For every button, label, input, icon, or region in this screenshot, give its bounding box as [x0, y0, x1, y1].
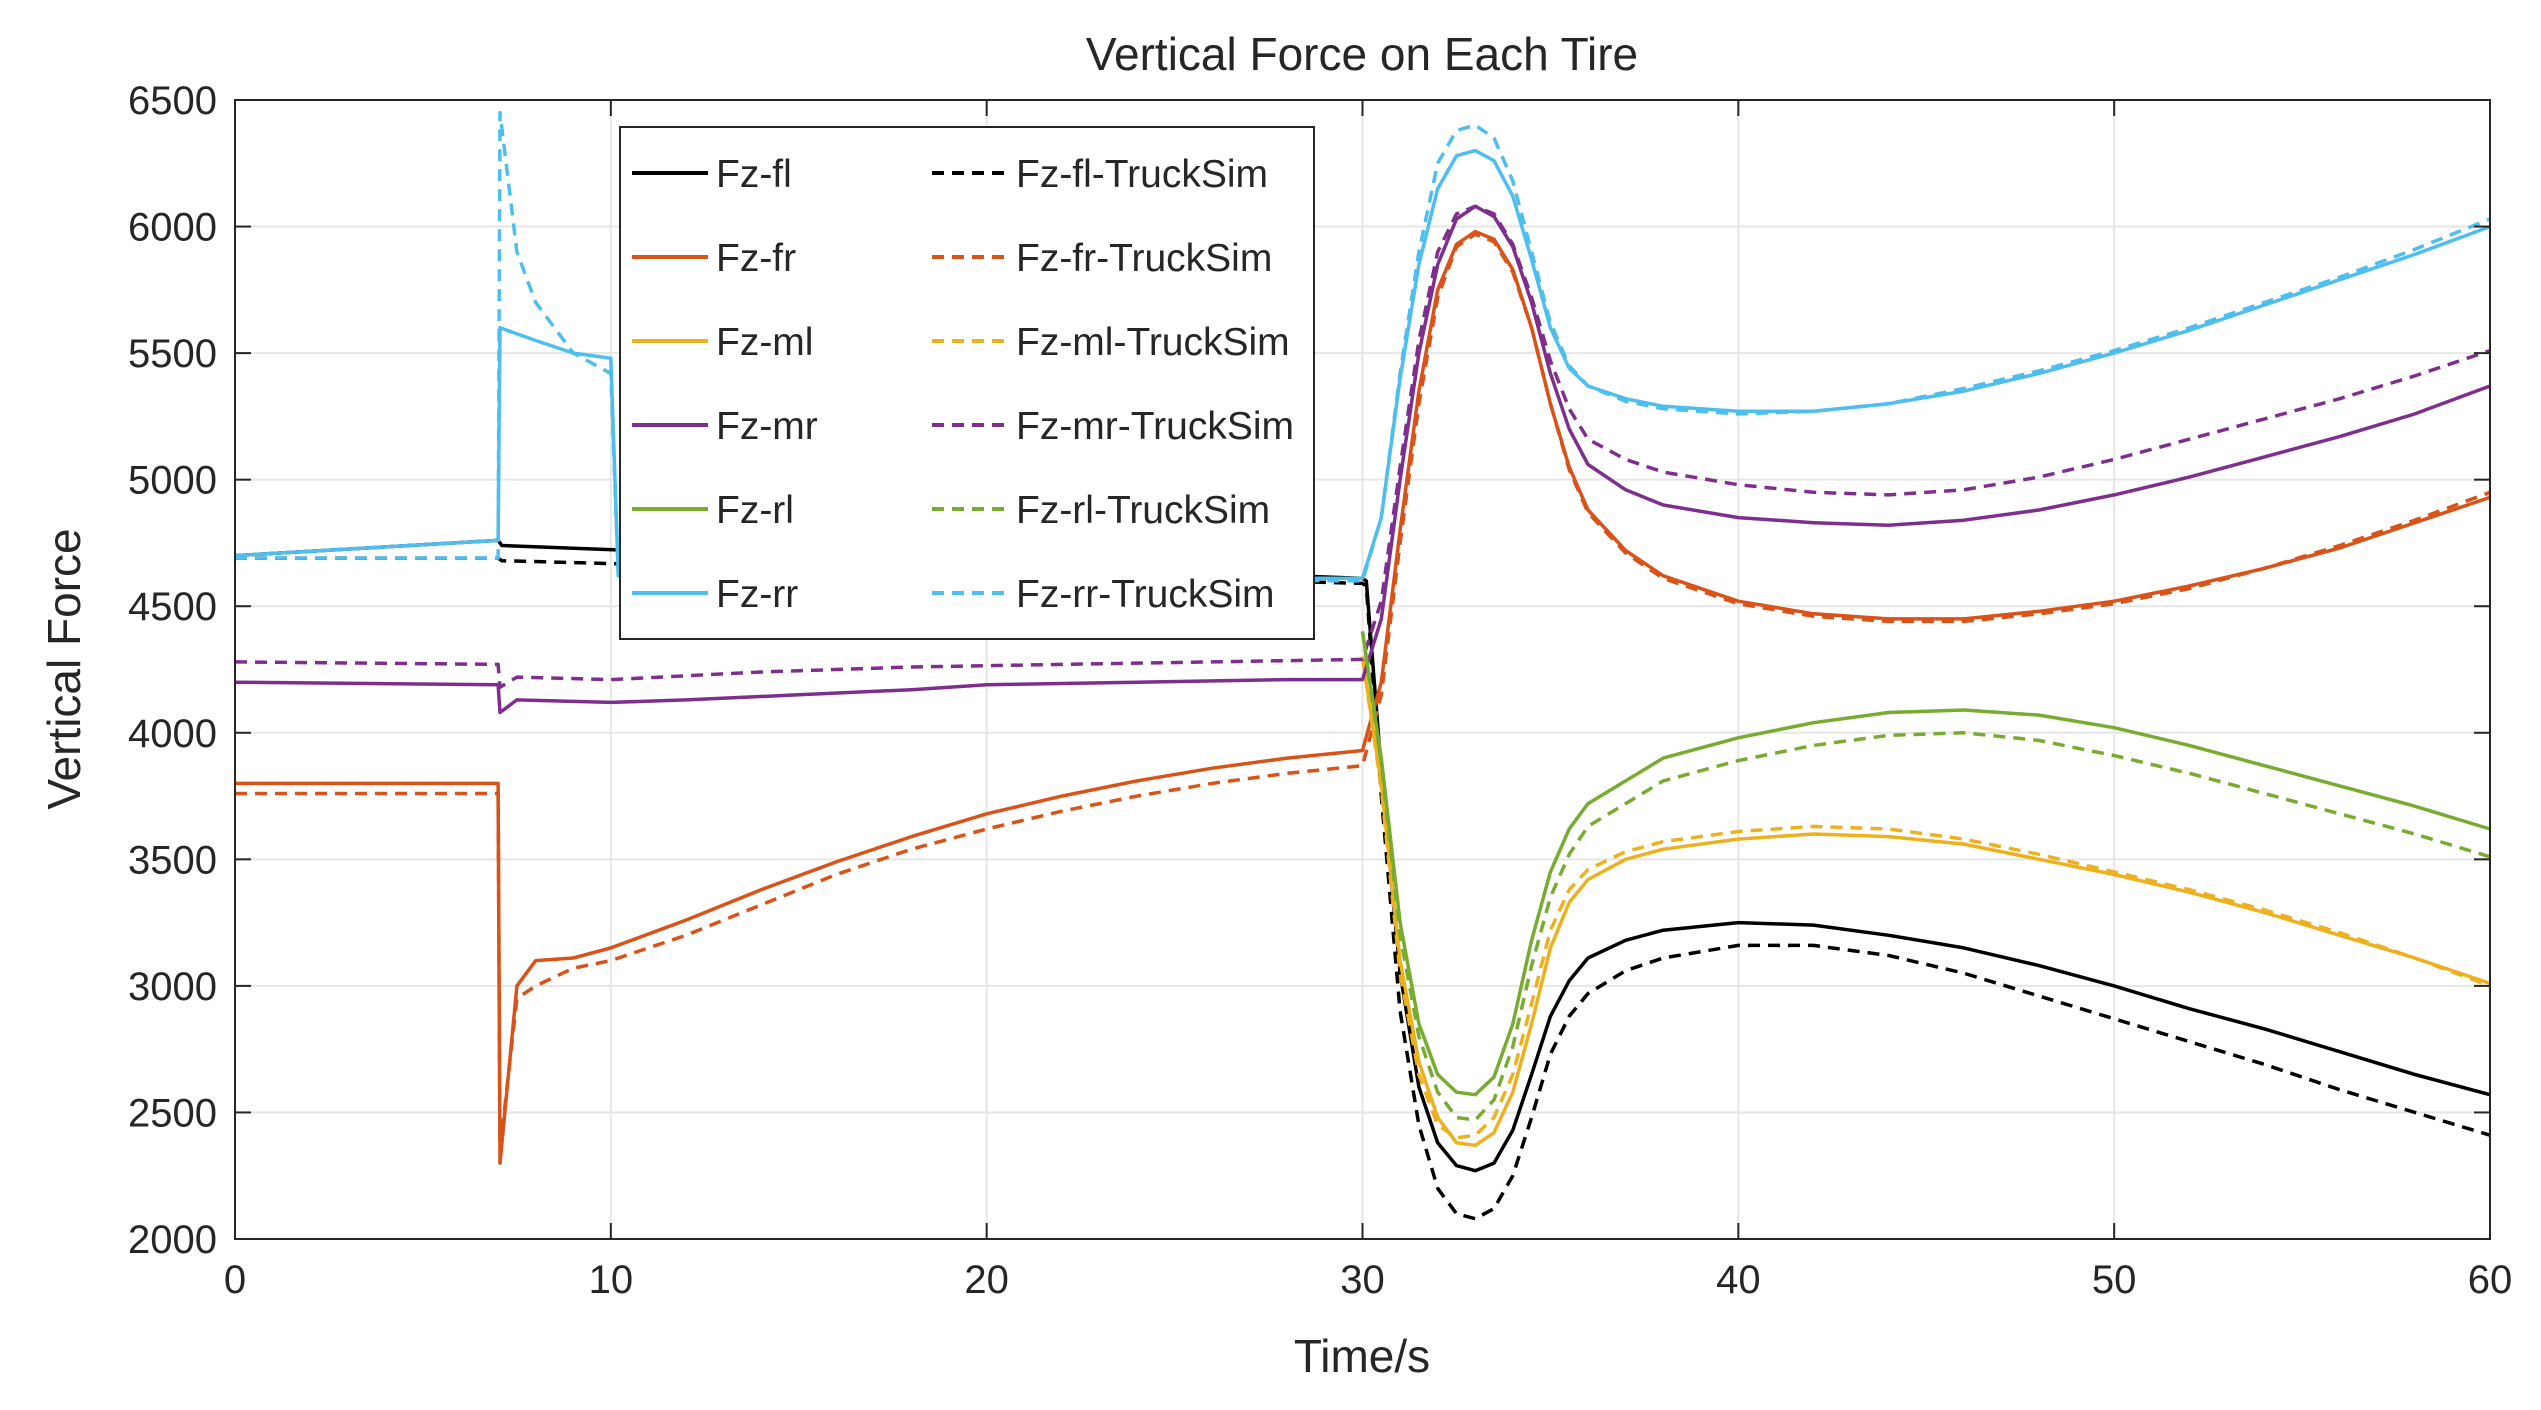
legend: Fz-fl Fz-fl-TruckSim Fz-fr Fz-fr-TruckSim Fz… [619, 126, 1315, 640]
legend-entry-label: Fz-rl [716, 489, 794, 532]
x-axis-label: Time/s [1294, 1330, 1430, 1382]
legend-entry-label: Fz-fr-TruckSim [1016, 237, 1272, 280]
chart-title: Vertical Force on Each Tire [1086, 28, 1638, 80]
legend-entry-label: Fz-mr [716, 405, 818, 448]
legend-entry-label: Fz-rl-TruckSim [1016, 489, 1270, 532]
y-tick-label: 5500 [128, 332, 217, 376]
y-tick-label: 3000 [128, 965, 217, 1009]
legend-entry-label: Fz-rr-TruckSim [1016, 573, 1275, 616]
series-line-fz-ml [1360, 656, 2491, 1148]
x-tick-label: 10 [589, 1258, 634, 1302]
legend-entry-label: Fz-fl [716, 153, 792, 196]
y-axis-label: Vertical Force [38, 528, 90, 809]
legend-entry-label: Fz-mr-TruckSim [1016, 405, 1294, 448]
y-tick-label: 2000 [128, 1218, 217, 1262]
x-tick-label: 20 [964, 1258, 1009, 1302]
y-tick-label: 3500 [128, 838, 217, 882]
y-tick-label: 6500 [128, 79, 217, 123]
axis-ticks: 0 10 20 30 40 50 60 2000 2500 3000 3500 4000 4500 500… [128, 79, 2512, 1302]
series-line-fz-rl [1360, 631, 2491, 1097]
x-tick-label: 30 [1340, 1258, 1385, 1302]
series-line-fz-fr-trucksim [235, 232, 2491, 1153]
series-line-fz-rr-trucksim [235, 110, 2491, 583]
legend-box [619, 126, 1315, 640]
series-line-fz-mr-trucksim [234, 204, 2491, 689]
series-line-fz-fr [235, 229, 2491, 1165]
legend-entry-label: Fz-ml [716, 321, 813, 364]
y-tick-label: 5000 [128, 459, 217, 503]
x-tick-label: 60 [2468, 1258, 2513, 1302]
y-tick-label: 2500 [128, 1091, 217, 1135]
legend-entry-label: Fz-ml-TruckSim [1016, 321, 1290, 364]
x-tick-label: 50 [2092, 1258, 2137, 1302]
legend-entry-label: Fz-fl-TruckSim [1016, 153, 1268, 196]
y-tick-label: 6000 [128, 206, 217, 250]
series-lines [234, 110, 2491, 1221]
y-tick-label: 4500 [128, 585, 217, 629]
legend-entry-label: Fz-fr [716, 237, 796, 280]
series-line-fz-rl-trucksim [1360, 631, 2491, 1122]
y-tick-label: 4000 [128, 712, 217, 756]
x-tick-label: 0 [224, 1258, 246, 1302]
legend-entry-label: Fz-rr [716, 573, 798, 616]
x-tick-label: 40 [1716, 1258, 1761, 1302]
